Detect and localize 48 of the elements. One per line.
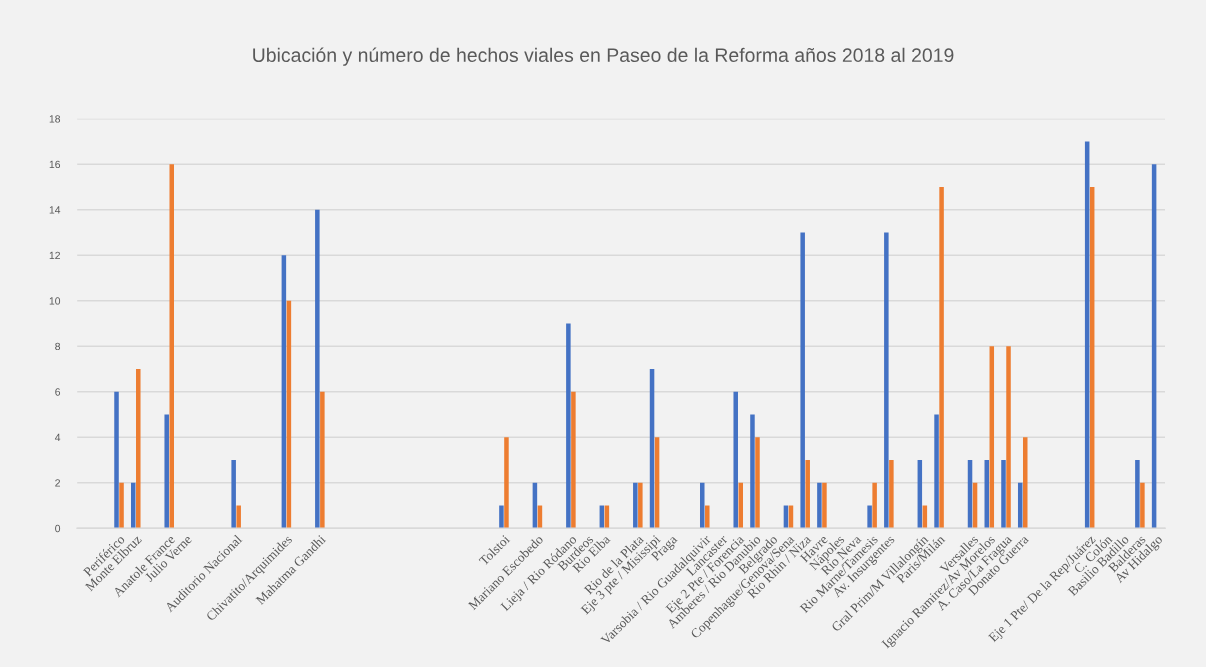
bar	[136, 369, 141, 529]
bar	[800, 232, 805, 529]
bar	[315, 209, 320, 529]
bar	[733, 391, 738, 529]
bar	[169, 164, 174, 529]
bar	[1001, 460, 1006, 529]
bar	[817, 482, 822, 529]
bar	[1140, 482, 1145, 529]
bar	[231, 460, 236, 529]
bar	[114, 391, 119, 529]
bar	[130, 482, 136, 529]
y-tick-label: 18	[49, 115, 61, 123]
bar	[889, 460, 894, 529]
y-tick-label: 10	[49, 297, 61, 305]
y-tick-label: 6	[55, 388, 61, 396]
bar	[1022, 437, 1028, 529]
chart-title: Ubicación y número de hechos viales en Paseo de la Reforma años 2018 al 2019	[253, 47, 954, 66]
y-tick-label: 0	[55, 524, 61, 533]
bar	[872, 482, 877, 529]
bar	[934, 414, 939, 529]
bar	[750, 414, 755, 529]
bar	[939, 186, 944, 529]
bar	[884, 232, 889, 529]
bar	[1006, 346, 1011, 529]
bar	[566, 323, 571, 529]
bar	[633, 482, 638, 529]
bar	[700, 482, 705, 529]
bar	[867, 505, 872, 529]
y-tick-label: 8	[55, 342, 61, 351]
bar	[805, 460, 810, 529]
y-tick-label: 12	[49, 251, 60, 260]
y-tick-label: 4	[54, 433, 61, 442]
y-tick-label: 16	[49, 160, 61, 169]
bar	[705, 505, 710, 529]
y-tick-label: 2	[55, 479, 60, 487]
bar	[571, 391, 576, 529]
y-tick-label: 14	[49, 206, 61, 214]
bar	[119, 482, 124, 529]
bar	[320, 391, 325, 529]
bar	[738, 482, 744, 529]
bar	[504, 437, 509, 529]
bar	[164, 414, 169, 529]
bar	[822, 482, 827, 529]
bar	[1135, 460, 1140, 529]
bar	[236, 505, 241, 529]
bar	[638, 482, 643, 529]
bar	[755, 437, 760, 529]
bar	[499, 505, 504, 529]
